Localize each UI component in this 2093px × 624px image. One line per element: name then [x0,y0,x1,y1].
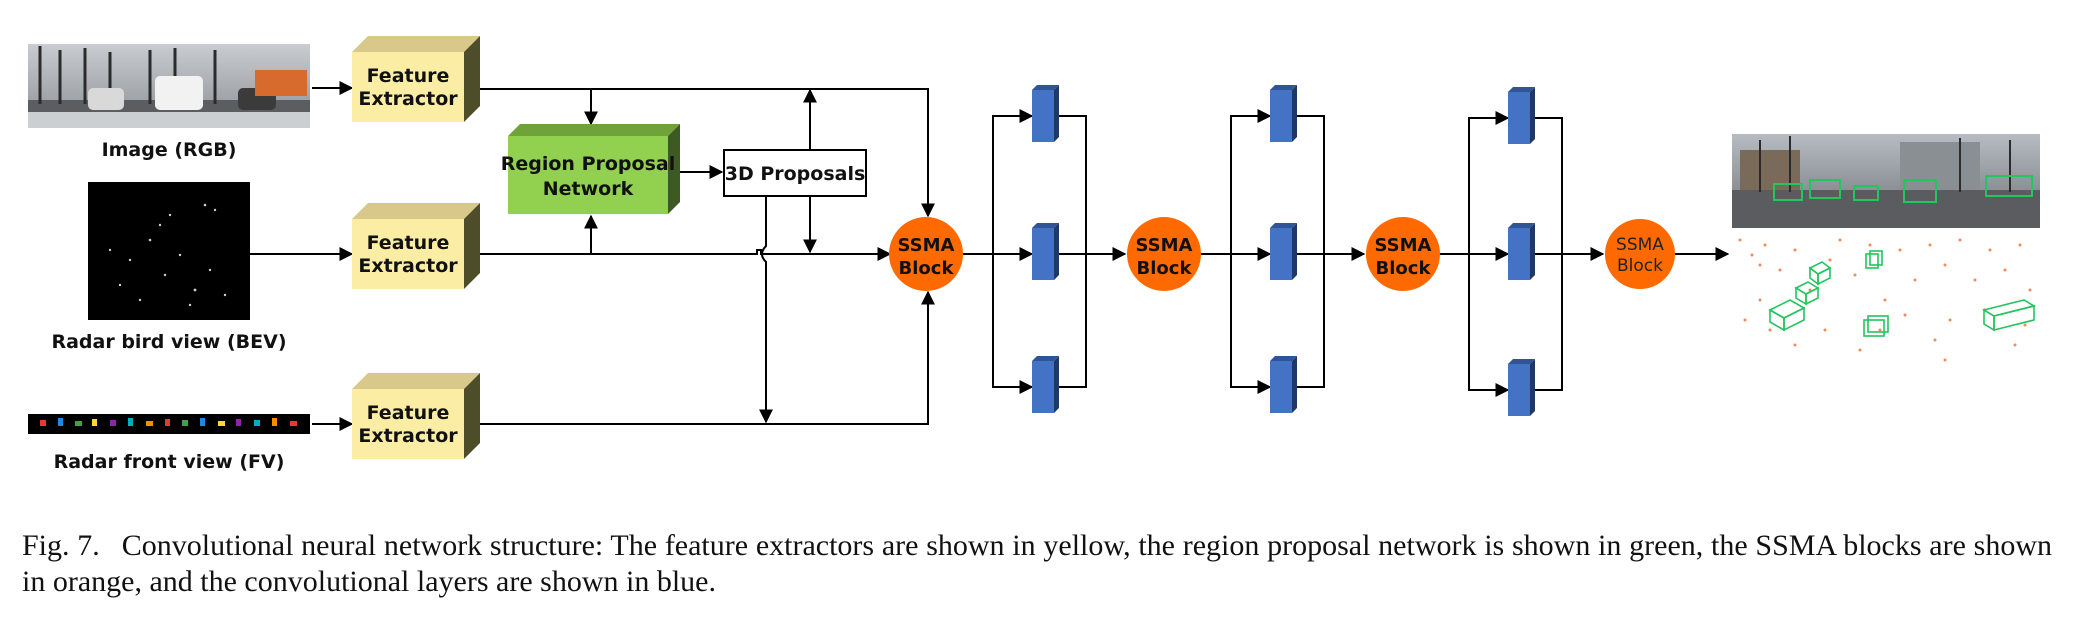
ssma-block-2-line1: SSMA [1136,235,1193,256]
3d-proposals-box: 3D Proposals [723,149,867,197]
figure-caption: Fig. 7. Convolutional neural network stru… [22,528,2052,600]
caption-text: Convolutional neural network structure: … [22,529,2052,598]
network-diagram: Image (RGB) Radar bird view (BEV) Radar … [28,36,2040,473]
feature-extractor-rgb-line1: Feature [367,65,450,87]
conv-layer-1b [1032,223,1059,280]
feature-extractor-fv-line1: Feature [367,402,450,424]
conv-layer-3c [1508,359,1535,416]
feature-extractor-bev: Feature Extractor [352,203,480,289]
fe-connections [480,88,935,425]
conv-group-2-wiring [1201,109,1366,394]
feature-extractor-fv-line2: Extractor [358,425,458,447]
ssma-block-3-line2: Block [1376,258,1432,279]
conv-layer-2a [1270,85,1297,142]
rgb-input-label: Image (RGB) [102,139,237,161]
conv-layer-3b [1508,223,1535,280]
radar-fv-image [28,414,310,434]
feature-extractor-fv: Feature Extractor [352,373,480,459]
rpn-line2: Network [543,178,634,200]
ssma-block-4: SSMA Block [1605,219,1675,289]
rgb-input-image [28,44,310,128]
rpn-line1: Region Proposal [501,153,675,175]
conv-layer-1a [1032,85,1059,142]
conv-layer-3a [1508,87,1535,144]
conv-group-3-wiring [1440,111,1605,397]
region-proposal-network: Region Proposal Network [501,124,680,214]
radar-bev-image [88,182,250,320]
conv-layer-2c [1270,356,1297,413]
feature-extractor-bev-line1: Feature [367,232,450,254]
ssma-block-4-line1: SSMA [1616,235,1664,255]
conv-group-1-wiring [963,109,1127,394]
conv-layer-2b [1270,223,1297,280]
ssma-block-3-line1: SSMA [1375,235,1432,256]
ssma-block-2-line2: Block [1137,258,1193,279]
ssma-block-1-line1: SSMA [898,235,955,256]
ssma-block-2: SSMA Block [1127,217,1201,291]
ssma-block-3: SSMA Block [1366,217,1440,291]
output-3d-boxes [1738,238,2037,362]
ssma-block-4-line2: Block [1617,256,1663,276]
conv-layer-1c [1032,356,1059,413]
feature-extractor-rgb: Feature Extractor [352,36,480,122]
ssma-block-1: SSMA Block [889,217,963,291]
caption-fig-number: Fig. 7. [22,529,100,562]
output-detection-image [1732,134,2040,228]
feature-extractor-rgb-line2: Extractor [358,88,458,110]
feature-extractor-bev-line2: Extractor [358,255,458,277]
radar-bev-label: Radar bird view (BEV) [51,331,286,353]
ssma-block-1-line2: Block [899,258,955,279]
radar-fv-label: Radar front view (FV) [54,451,285,473]
3d-proposals-label: 3D Proposals [725,163,866,185]
